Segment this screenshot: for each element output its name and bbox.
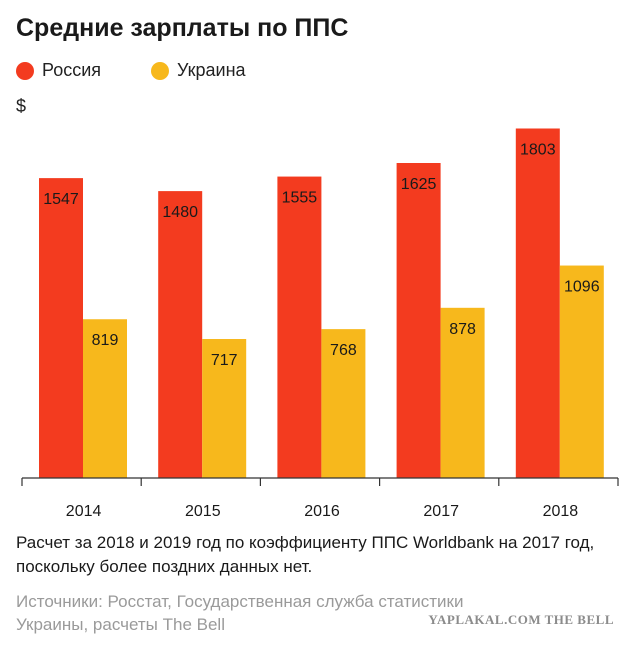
bar-russia-2017 (396, 163, 441, 478)
data-label-russia-2017: 1625 (401, 176, 437, 193)
x-tick-label-2016: 2016 (304, 503, 340, 520)
legend-swatch-russia (16, 61, 34, 80)
bar-chart: 1547 819 2014 1480 717 2015 1555 768 2016 1625 878… (21, 128, 619, 520)
footnote: Расчет за 2018 и 2019 год по коэффициент… (16, 533, 595, 576)
legend: Россия Украина (16, 60, 296, 81)
y-axis-unit: $ (16, 96, 27, 116)
x-tick-label-2014: 2014 (66, 503, 102, 520)
data-label-russia-2015: 1480 (162, 204, 198, 221)
data-label-ukraine-2017: 878 (449, 321, 476, 338)
legend-label-russia: Россия (42, 60, 102, 80)
bar-russia-2015 (158, 191, 203, 478)
bar-russia-2018 (515, 128, 560, 478)
data-label-ukraine-2018: 1096 (564, 279, 600, 296)
legend-swatch-ukraine (151, 61, 170, 80)
data-label-ukraine-2014: 819 (92, 332, 119, 349)
legend-item-russia: Россия (16, 60, 101, 81)
legend-item-ukraine: Украина (151, 60, 246, 81)
bar-ukraine-2018 (559, 265, 604, 478)
source-note: Источники: Росстат, Государственная служ… (16, 592, 464, 634)
bar-russia-2016 (277, 176, 322, 479)
data-label-ukraine-2016: 768 (330, 342, 357, 359)
watermark-logo: YAPLAKAL.COM THE BELL (428, 612, 614, 627)
data-label-russia-2018: 1803 (520, 141, 556, 158)
data-label-russia-2016: 1555 (282, 190, 318, 207)
legend-label-ukraine: Украина (177, 60, 246, 80)
bar-ukraine-2016 (321, 329, 366, 478)
bar-ukraine-2014 (83, 319, 127, 478)
data-label-ukraine-2015: 717 (211, 352, 238, 369)
data-label-russia-2014: 1547 (43, 191, 79, 208)
x-tick-label-2017: 2017 (423, 503, 459, 520)
x-tick-label-2018: 2018 (543, 503, 579, 520)
bar-ukraine-2015 (202, 339, 247, 478)
x-tick-label-2015: 2015 (185, 503, 221, 520)
bar-ukraine-2017 (440, 307, 485, 478)
chart-title: Средние зарплаты по ППС (16, 14, 349, 42)
bar-russia-2014 (39, 178, 83, 478)
